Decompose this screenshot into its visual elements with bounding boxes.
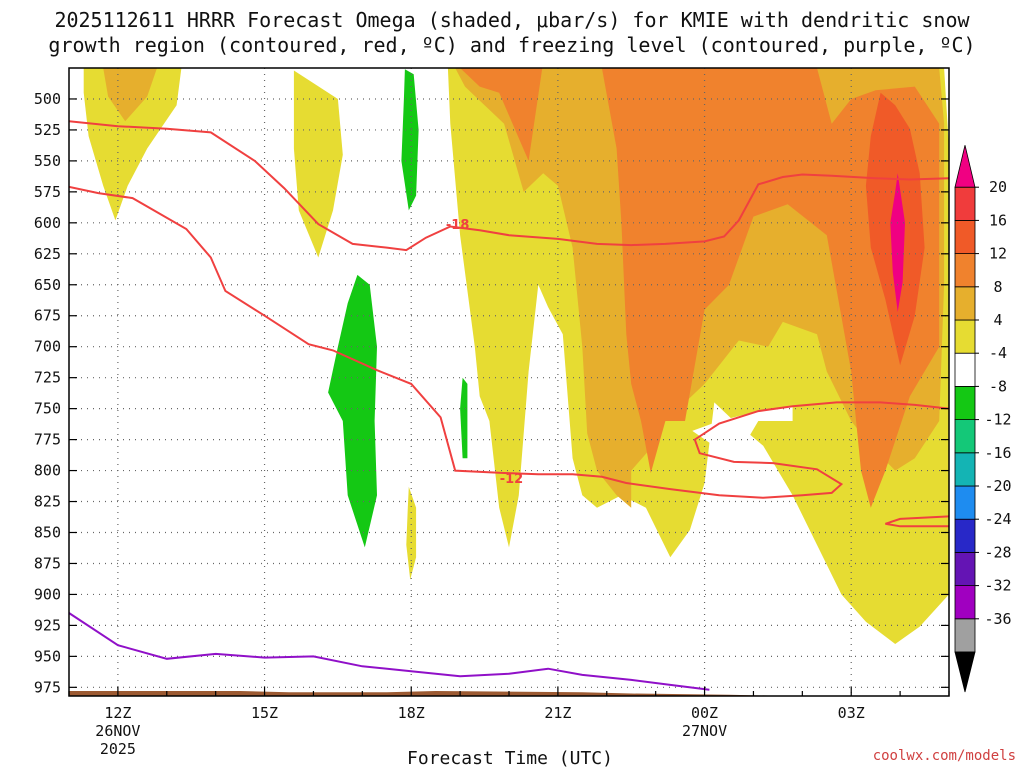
- colorbar-label-10: -20: [984, 477, 1011, 495]
- y-tick-label-900: 900: [34, 585, 61, 603]
- omega-region-1: [83, 68, 182, 221]
- colorbar-label-14: -36: [984, 610, 1011, 628]
- colorbar-segment-6: [954, 452, 976, 487]
- omega-region-4: [401, 69, 419, 211]
- colorbar-segment-10: [954, 319, 976, 354]
- colorbar: 20 16 12 8 4 -4 -8 -12 -16 -20 -24 -28 -32 -36: [954, 145, 1012, 693]
- y-tick-label-550: 550: [34, 152, 61, 170]
- chart-title-line-2: growth region (contoured, red, ºC) and f…: [48, 33, 976, 57]
- dgz-lower-loop-contour: [885, 515, 949, 528]
- colorbar-label-2: 16: [989, 211, 1007, 229]
- y-tick-label-850: 850: [34, 523, 61, 541]
- y-tick-label-500: 500: [34, 90, 61, 108]
- y-tick-label-625: 625: [34, 245, 61, 263]
- y-tick-label-925: 925: [34, 616, 61, 634]
- contour-label-1: -18: [446, 218, 470, 233]
- axes: 500 525 550 575 600 625 650 675 700 725 750 775 800 8…: [34, 67, 950, 758]
- colorbar-segment-8: [954, 385, 976, 420]
- colorbar-segment-11: [954, 286, 976, 321]
- contour-label-2: -12: [500, 472, 524, 487]
- x-axis-label: Forecast Time (UTC): [407, 748, 613, 768]
- y-tick-label-725: 725: [34, 369, 61, 387]
- colorbar-segment-7: [954, 419, 976, 454]
- colorbar-label-13: -32: [984, 577, 1011, 595]
- x-tick-label-21Z: 21Z: [544, 704, 571, 722]
- colorbar-label-9: -16: [984, 444, 1011, 462]
- colorbar-segment-9: [954, 352, 976, 387]
- x-tick-date-00Z: 27NOV: [682, 722, 727, 740]
- dgz-upper-contour: [69, 120, 949, 252]
- colorbar-label-6: -4: [989, 344, 1007, 362]
- freezing-level-contour: [69, 612, 710, 691]
- omega-region-6: [460, 377, 468, 459]
- credit-text: coolwx.com/models: [873, 748, 1016, 764]
- colorbar-over-arrow: [954, 145, 976, 188]
- y-tick-label-975: 975: [34, 678, 61, 696]
- y-tick-label-825: 825: [34, 493, 61, 511]
- colorbar-segment-3: [954, 552, 976, 587]
- x-tick-label-00Z: 00Z: [691, 704, 718, 722]
- colorbar-segment-1: [954, 618, 976, 653]
- colorbar-label-4: 8: [993, 278, 1002, 296]
- plot-area: -18 -12: [69, 68, 949, 696]
- y-tick-label-600: 600: [34, 214, 61, 232]
- y-tick-label-650: 650: [34, 276, 61, 294]
- omega-region-2: [103, 68, 157, 122]
- colorbar-label-12: -28: [984, 543, 1011, 561]
- y-tick-label-950: 950: [34, 647, 61, 665]
- colorbar-segment-14: [954, 186, 976, 221]
- x-tick-label-18Z: 18Z: [398, 704, 425, 722]
- x-tick-label-15Z: 15Z: [251, 704, 278, 722]
- colorbar-label-7: -8: [989, 377, 1007, 395]
- colorbar-segment-5: [954, 485, 976, 520]
- y-tick-label-875: 875: [34, 554, 61, 572]
- chart-title-line-1: 2025112611 HRRR Forecast Omega (shaded, …: [54, 8, 970, 32]
- colorbar-label-3: 12: [989, 245, 1007, 263]
- colorbar-segment-2: [954, 585, 976, 620]
- omega-region-7: [406, 486, 417, 580]
- y-tick-label-525: 525: [34, 121, 61, 139]
- x-tick-label-12Z: 12Z: [104, 704, 131, 722]
- x-tick-date-12Z: 26NOV: [95, 722, 140, 740]
- colorbar-label-5: 4: [993, 311, 1002, 329]
- x-tick-label-03Z: 03Z: [838, 704, 865, 722]
- colorbar-segment-12: [954, 253, 976, 288]
- y-tick-label-675: 675: [34, 307, 61, 325]
- y-tick-label-750: 750: [34, 400, 61, 418]
- omega-region-5: [328, 274, 377, 548]
- y-tick-label-800: 800: [34, 462, 61, 480]
- colorbar-under-arrow: [954, 651, 976, 693]
- colorbar-label-1: 20: [989, 178, 1007, 196]
- y-tick-label-575: 575: [34, 183, 61, 201]
- colorbar-segment-4: [954, 518, 976, 553]
- y-tick-label-700: 700: [34, 338, 61, 356]
- x-tick-year-12Z: 2025: [100, 740, 136, 758]
- omega-region-10: [460, 68, 543, 161]
- omega-region-14: [692, 406, 793, 450]
- colorbar-segment-13: [954, 219, 976, 254]
- colorbar-label-11: -24: [984, 510, 1011, 528]
- y-tick-label-775: 775: [34, 431, 61, 449]
- colorbar-label-8: -12: [984, 411, 1011, 429]
- dgz-lower-contour: [69, 185, 949, 499]
- omega-region-13: [890, 173, 905, 312]
